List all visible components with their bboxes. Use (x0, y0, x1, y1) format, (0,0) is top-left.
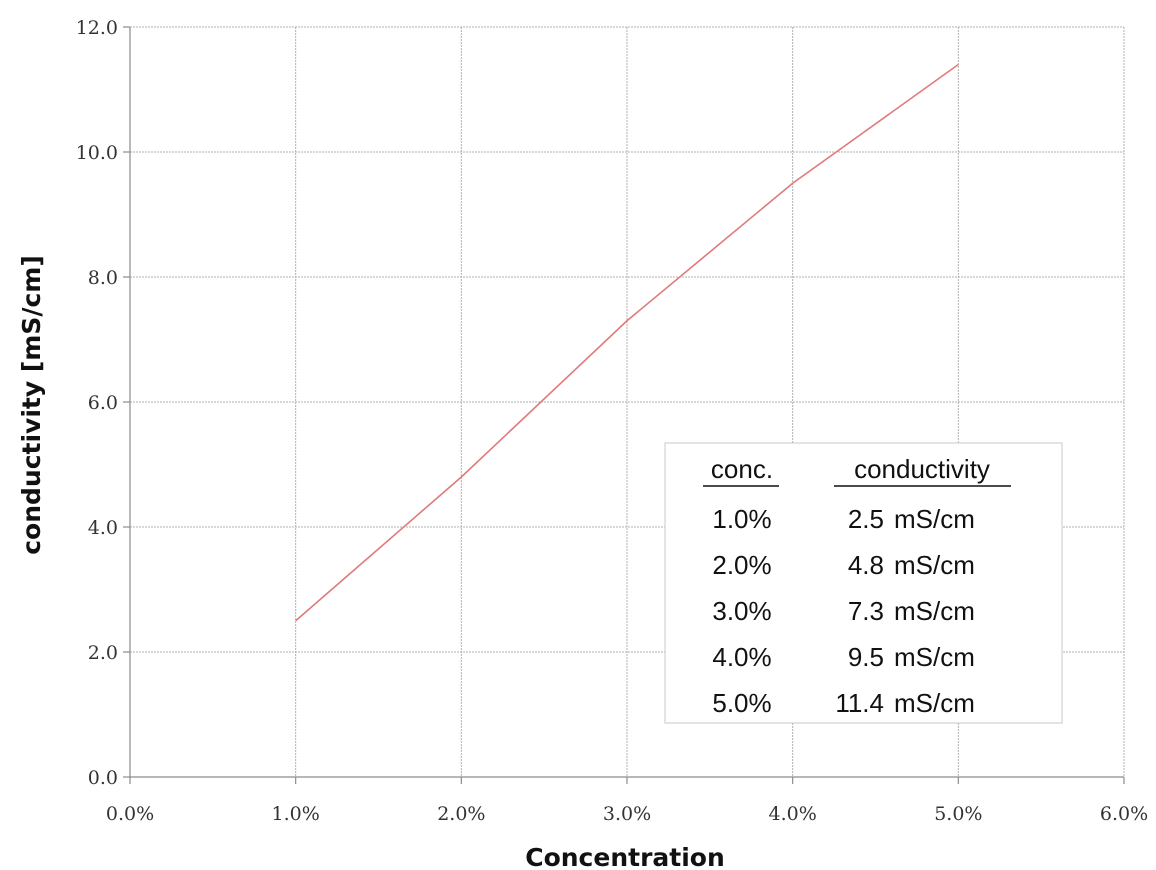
x-tick-label: 6.0% (1100, 803, 1148, 825)
legend-cell-conc: 4.0% (712, 642, 771, 672)
x-tick-label: 5.0% (934, 803, 982, 825)
legend-cell-unit: mS/cm (894, 550, 975, 580)
legend-cell-value: 7.3 (848, 596, 884, 626)
y-tick-label: 6.0 (88, 392, 118, 414)
x-tick-label: 4.0% (769, 803, 817, 825)
legend-cell-unit: mS/cm (894, 596, 975, 626)
legend-cell-conc: 2.0% (712, 550, 771, 580)
series-line (295, 63, 959, 622)
legend-header-conductivity: conductivity (854, 454, 990, 484)
legend-cell-value: 9.5 (848, 642, 884, 672)
legend-cell-conc: 1.0% (712, 504, 771, 534)
legend-cell-unit: mS/cm (894, 688, 975, 718)
legend-cell-value: 11.4 (835, 688, 884, 718)
legend-header-conc: conc. (711, 454, 773, 484)
legend-table-box (664, 442, 1063, 724)
legend-cell-value: 4.8 (848, 550, 884, 580)
axes (123, 26, 1125, 784)
legend-cell-value: 2.5 (848, 504, 884, 534)
legend-cell-conc: 5.0% (712, 688, 771, 718)
series-layer (295, 63, 959, 622)
tick-labels: 0.0 2.0 4.0 6.0 8.0 10.0 12.0 0.0% 1.0% 2.0% 3.0% 4… (76, 17, 1148, 825)
x-tick-label: 2.0% (437, 803, 485, 825)
y-tick-label: 4.0 (88, 517, 118, 539)
y-tick-label: 8.0 (88, 267, 118, 289)
data-table-legend: conc. conductivity 1.0% 2.5 mS/cm 2.0% 4.8 mS… (664, 442, 1063, 724)
legend-cell-unit: mS/cm (894, 504, 975, 534)
x-tick-label: 1.0% (272, 803, 320, 825)
y-axis-title: conductivity [mS/cm] (17, 255, 46, 555)
legend-rows: 1.0% 2.5 mS/cm 2.0% 4.8 mS/cm 3.0% 7.3 mS/cm 4.0%… (712, 504, 975, 718)
legend-cell-unit: mS/cm (894, 642, 975, 672)
x-tick-label: 0.0% (106, 803, 154, 825)
y-tick-label: 10.0 (76, 142, 118, 164)
grid (130, 26, 1125, 777)
x-axis-title: Concentration (525, 843, 725, 870)
y-tick-label: 12.0 (76, 17, 118, 39)
legend-cell-conc: 3.0% (712, 596, 771, 626)
y-tick-label: 0.0 (88, 767, 118, 789)
y-tick-label: 2.0 (88, 642, 118, 664)
x-tick-label: 3.0% (603, 803, 651, 825)
